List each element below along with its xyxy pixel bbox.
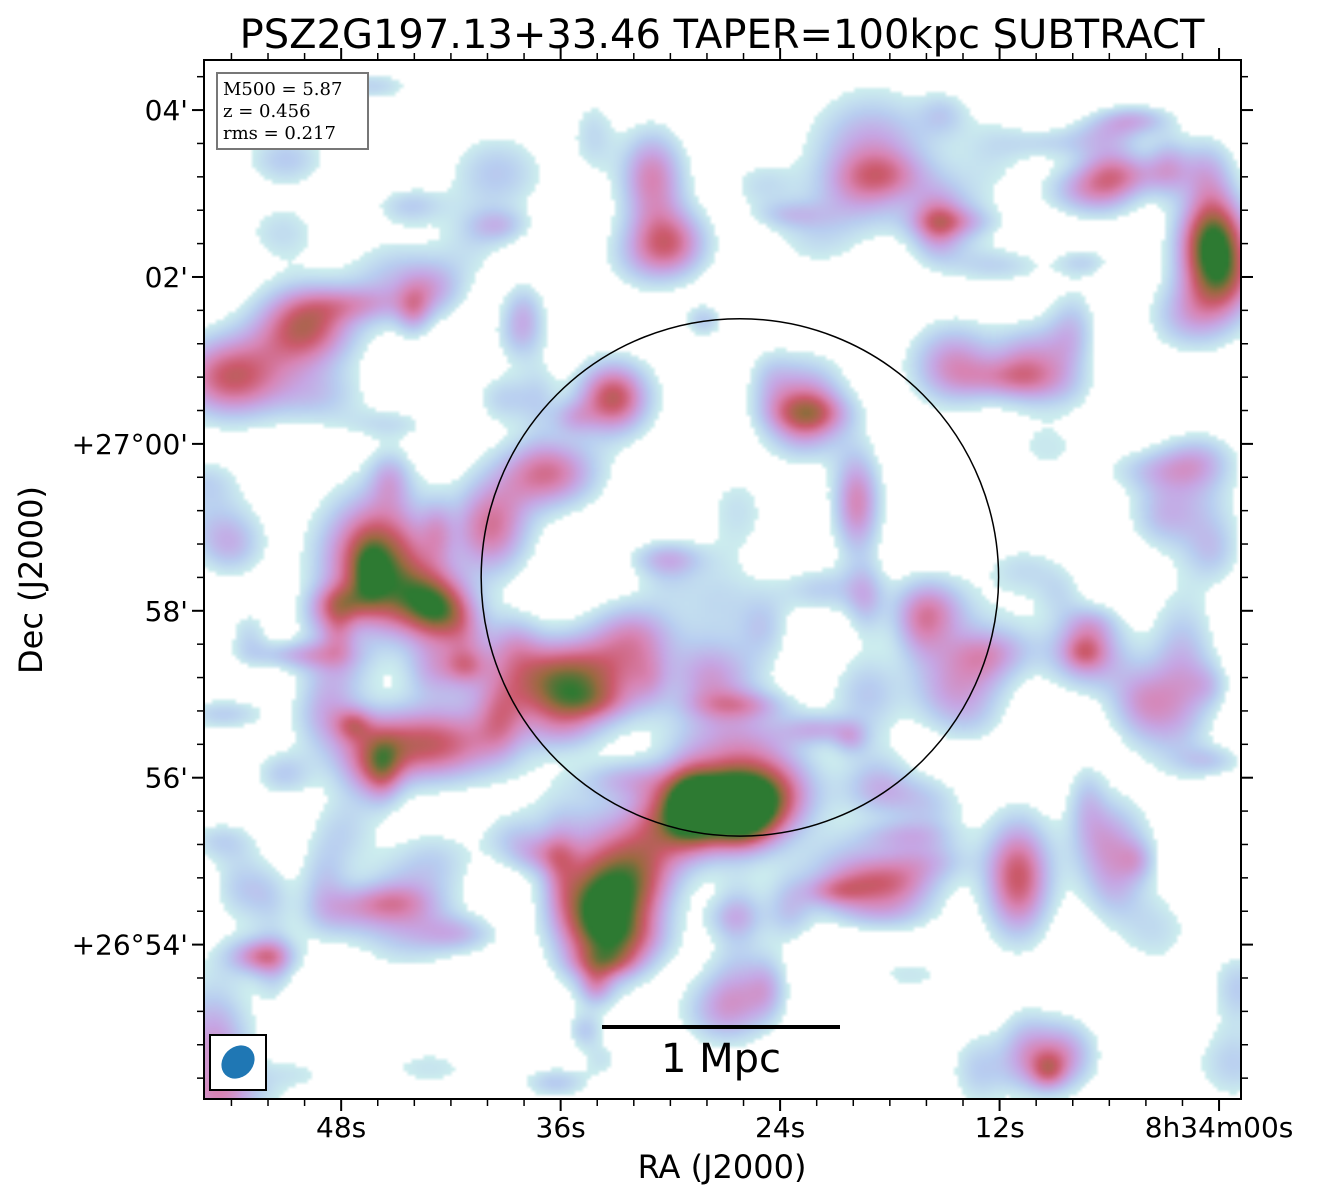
tick-labels: 48s 36s 24s 12s 8h34m00s 04' 02' +27°00' 58' 56' +… xyxy=(72,94,1294,1144)
beam-box xyxy=(209,1034,267,1091)
y-tick-label: 02' xyxy=(145,261,188,294)
info-box: M500 = 5.87 z = 0.456 rms = 0.217 xyxy=(216,72,369,150)
beam-ellipse xyxy=(221,1045,255,1079)
y-tick-label: 04' xyxy=(145,94,188,127)
x-tick-label: 24s xyxy=(755,1111,805,1144)
scale-bar: 1 Mpc xyxy=(602,1025,840,1082)
y-tick-label: +26°54' xyxy=(72,929,188,962)
x-tick-label: 48s xyxy=(316,1111,366,1144)
x-tick-label: 12s xyxy=(974,1111,1024,1144)
axis-ticks xyxy=(192,48,1253,1111)
x-tick-label: 8h34m00s xyxy=(1145,1111,1294,1144)
info-redshift: z = 0.456 xyxy=(223,101,311,122)
x-tick-label: 36s xyxy=(536,1111,586,1144)
y-tick-label: 58' xyxy=(145,595,188,628)
scale-bar-label: 1 Mpc xyxy=(661,1036,781,1082)
info-rms: rms = 0.217 xyxy=(223,123,336,144)
y-axis-label: Dec (J2000) xyxy=(12,486,50,674)
plot-frame xyxy=(203,59,1242,1100)
y-tick-label: +27°00' xyxy=(72,428,188,461)
x-axis-label: RA (J2000) xyxy=(638,1148,807,1186)
info-m500: M500 = 5.87 xyxy=(223,79,342,100)
chart-title: PSZ2G197.13+33.46 TAPER=100kpc SUBTRACT xyxy=(240,12,1205,58)
radio-heatmap xyxy=(204,60,1241,1099)
y-tick-label: 56' xyxy=(145,762,188,795)
r500-circle xyxy=(480,317,1000,837)
